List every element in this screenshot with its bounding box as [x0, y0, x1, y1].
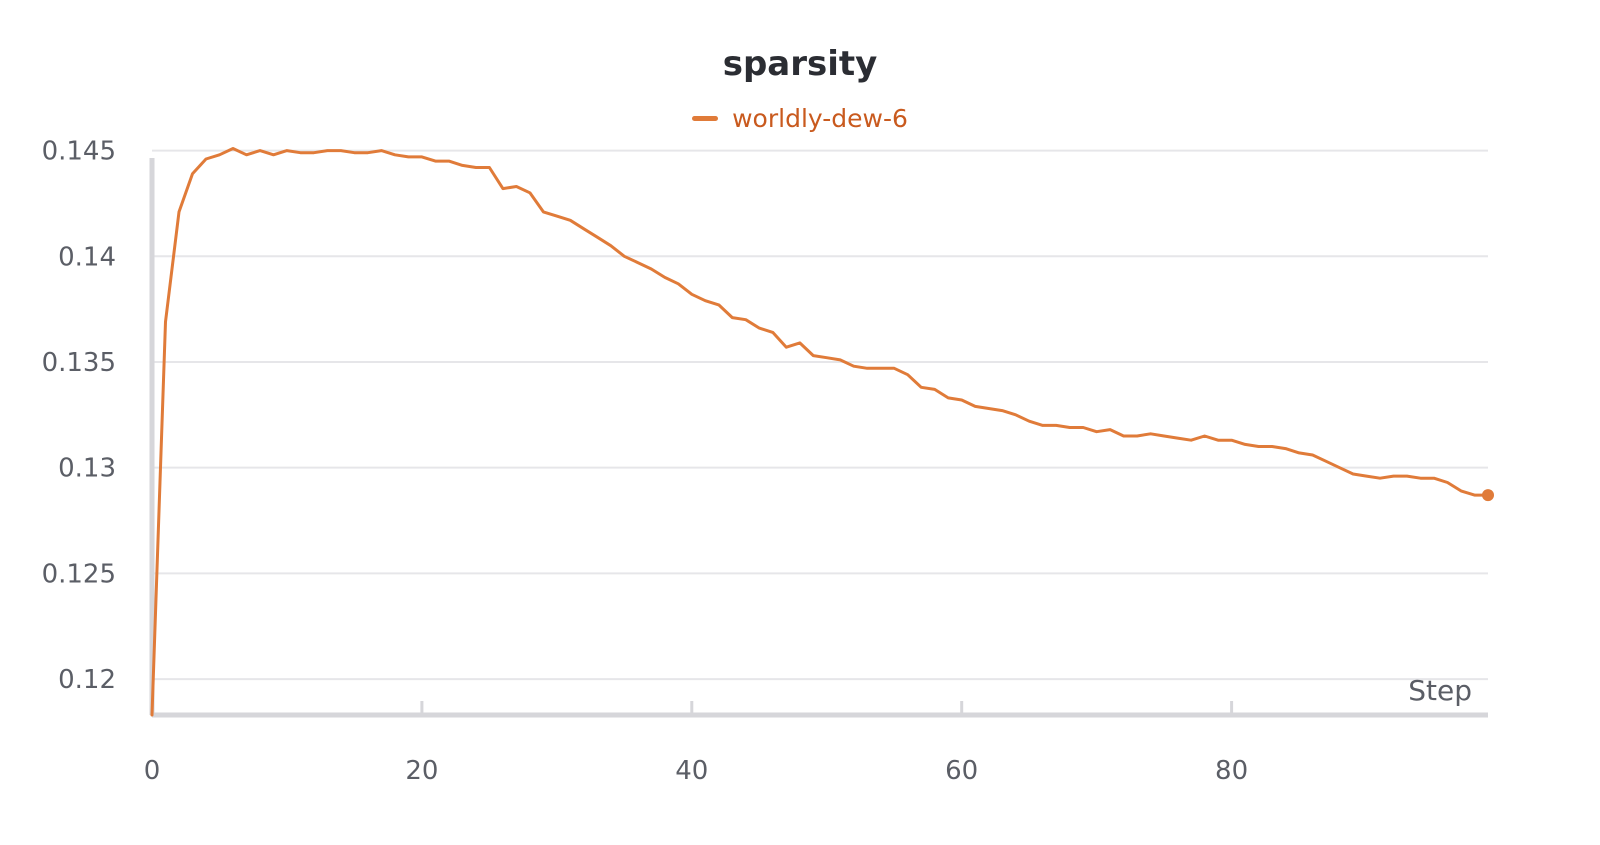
legend-label[interactable]: worldly-dew-6 — [732, 104, 908, 133]
y-tick-label: 0.135 — [42, 348, 116, 378]
x-tick-label: 40 — [675, 756, 708, 786]
x-tick-label: 0 — [144, 756, 161, 786]
series-line-worldly-dew-6 — [150, 147, 1490, 717]
y-tick-label: 0.13 — [58, 454, 116, 484]
y-tick-label: 0.12 — [58, 665, 116, 695]
y-tick-label: 0.125 — [42, 559, 116, 589]
x-tick-label: 80 — [1215, 756, 1248, 786]
y-tick-label: 0.145 — [42, 137, 116, 167]
x-tick-label: 60 — [945, 756, 978, 786]
chart-title: sparsity — [722, 44, 878, 84]
series-end-point — [1482, 489, 1494, 502]
y-tick-label: 0.14 — [58, 242, 116, 272]
chart-legend[interactable]: worldly-dew-6 — [0, 104, 1600, 133]
x-tick-label: 20 — [405, 756, 438, 786]
legend-swatch — [692, 116, 719, 121]
x-axis-label: Step — [1408, 674, 1472, 707]
